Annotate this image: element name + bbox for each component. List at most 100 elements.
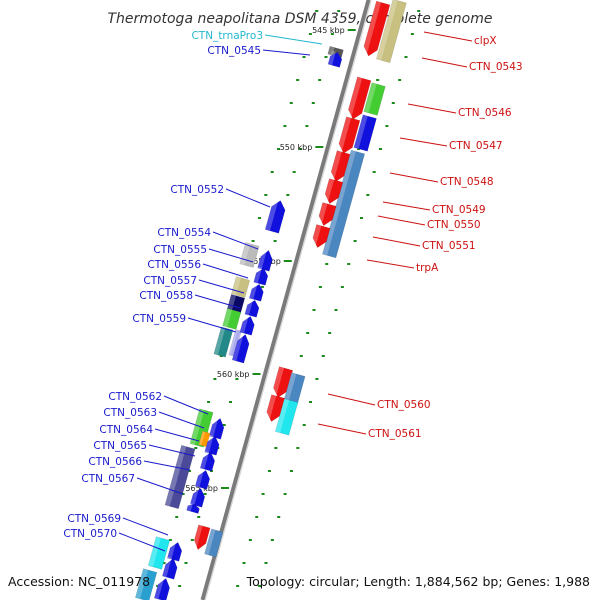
gene-label: CTN_0545	[207, 45, 261, 57]
leader-line	[212, 231, 259, 250]
leader-line	[225, 188, 271, 208]
gene-arrow	[363, 82, 386, 116]
gene-label: CTN_0549	[432, 204, 486, 216]
gene-label: CTN_0559	[132, 313, 186, 325]
scale-dot	[274, 447, 278, 449]
scale-dot	[404, 56, 408, 58]
gene-arrow	[153, 576, 170, 600]
gene-label: CTN_0567	[81, 473, 135, 485]
gene-arrow	[316, 202, 337, 227]
gene-arrow	[353, 114, 377, 152]
gene-arrow	[248, 282, 264, 302]
leader-line	[262, 49, 311, 56]
scale-dot	[270, 171, 274, 173]
accession-text: Accession: NC_011978	[8, 574, 150, 589]
gene-label: CTN_0557	[143, 275, 197, 287]
gene-arrow	[194, 468, 211, 490]
gene-label: CTN_0558	[139, 290, 193, 302]
gene-arrow	[204, 528, 224, 558]
gene-arrow	[327, 45, 344, 59]
genome-backbone	[200, 0, 372, 600]
leader-line	[399, 137, 448, 147]
gene-arrow	[253, 266, 269, 286]
gene-arrow	[162, 556, 178, 580]
scale-dot	[168, 539, 172, 541]
gene-arrow	[264, 198, 286, 234]
scale-dot	[398, 79, 402, 81]
gene-label: CTN_trnaPro3	[191, 30, 263, 42]
scale-dot	[283, 125, 287, 127]
gene-label: CTN_0563	[103, 407, 157, 419]
scale-dot	[261, 493, 265, 495]
gene-label: CTN_0564	[99, 424, 153, 436]
topology-text: Topology: circular; Length: 1,884,562 bp…	[246, 574, 590, 589]
leader-line	[317, 423, 367, 435]
gene-label: CTN_0554	[157, 227, 211, 239]
scale-dot	[235, 378, 239, 380]
scale-dot	[277, 516, 281, 518]
leader-line	[421, 57, 468, 68]
gene-arrow	[244, 298, 260, 318]
leader-line	[372, 236, 421, 247]
gene-arrow	[222, 308, 242, 330]
scale-dot	[391, 102, 395, 104]
scale-dot	[379, 148, 383, 150]
scale-dot	[385, 125, 389, 127]
gene-label: CTN_0560	[377, 399, 431, 411]
scale-dot	[309, 401, 313, 403]
leader-line	[377, 215, 426, 226]
scale-dot	[255, 516, 259, 518]
scale-dot	[357, 148, 361, 150]
scale-dot	[270, 539, 274, 541]
scale-dot	[324, 56, 328, 58]
scale-dot	[184, 562, 188, 564]
scale-dot	[264, 562, 268, 564]
scale-dot	[302, 56, 306, 58]
scale-dot	[366, 194, 370, 196]
gene-label: CTN_0548	[440, 176, 494, 188]
scale-dot	[299, 148, 303, 150]
scale-dot	[207, 401, 211, 403]
scale-dot	[175, 516, 179, 518]
gene-arrow	[231, 276, 251, 298]
scale-dot	[213, 378, 217, 380]
scale-dot	[376, 79, 380, 81]
scale-dot	[283, 493, 287, 495]
leader-line	[423, 31, 473, 42]
scale-dot	[318, 79, 322, 81]
gene-label: CTN_0556	[147, 259, 201, 271]
scale-dot	[242, 562, 246, 564]
scale-dot	[347, 263, 351, 265]
scale-dot	[417, 10, 421, 12]
scale-dot	[257, 217, 261, 219]
scale-dot	[222, 424, 226, 426]
leader-line	[264, 34, 323, 45]
scale-dot	[162, 562, 166, 564]
leader-line	[407, 103, 457, 114]
leader-line	[198, 279, 245, 294]
scale-dot	[277, 148, 281, 150]
gene-label: clpX	[474, 35, 497, 47]
gene-label: CTN_0561	[368, 428, 422, 440]
gene-arrow	[239, 242, 260, 268]
leader-line	[148, 444, 196, 457]
scale-dot	[187, 470, 191, 472]
scale-tick-label: 550 kbp	[280, 143, 313, 152]
scale-dot	[181, 493, 185, 495]
label-leader-lines	[118, 31, 473, 552]
gene-arrow	[329, 150, 351, 182]
leader-line	[389, 172, 439, 183]
scale-dot	[197, 516, 201, 518]
scale-dot	[302, 424, 306, 426]
leader-line	[327, 393, 376, 406]
scale-dot	[273, 240, 277, 242]
gene-arrow	[147, 536, 171, 570]
scale-dot	[292, 171, 296, 173]
gene-arrow	[213, 326, 234, 358]
scale-dot	[306, 332, 310, 334]
scale-dot	[353, 240, 357, 242]
scale-dot	[178, 585, 182, 587]
gene-arrow	[327, 50, 343, 68]
scale-dot	[286, 194, 290, 196]
scale-dot	[315, 378, 319, 380]
